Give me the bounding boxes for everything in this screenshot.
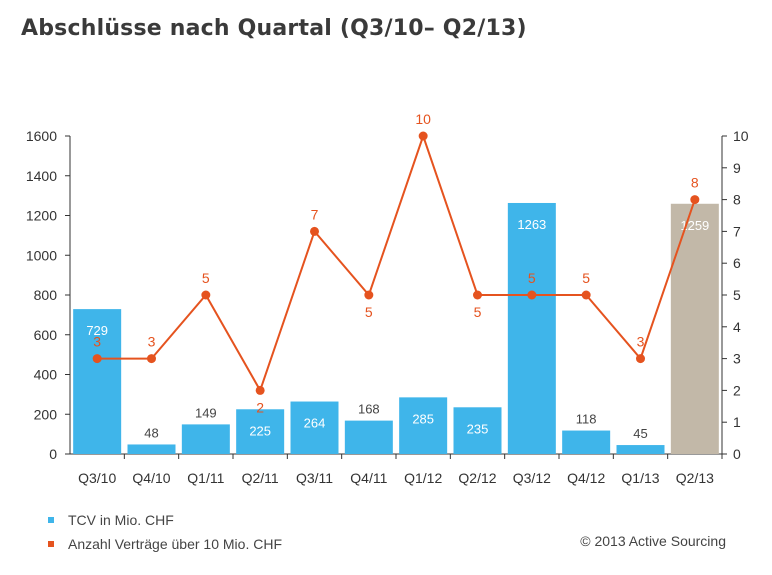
legend-swatch-bars [48, 517, 54, 523]
y-tick-label-right: 3 [733, 351, 741, 367]
bar-value-label: 729 [86, 323, 108, 338]
y-tick-label-left: 0 [49, 446, 57, 462]
x-tick-label: Q4/10 [132, 470, 170, 486]
bar-value-label: 264 [304, 416, 326, 431]
bar-value-label: 118 [576, 412, 597, 427]
y-tick-label-right: 8 [733, 192, 741, 208]
y-tick-label-left: 600 [34, 327, 58, 343]
line-value-label: 5 [582, 270, 590, 286]
bar [236, 409, 285, 454]
y-tick-label-left: 400 [34, 367, 58, 383]
bar [399, 397, 448, 454]
x-tick-label: Q1/13 [621, 470, 659, 486]
line-point [473, 290, 482, 300]
y-tick-label-left: 1200 [26, 208, 57, 224]
bar-value-label: 48 [144, 425, 158, 440]
bar [73, 309, 122, 454]
bar-value-label: 1263 [517, 217, 546, 232]
x-tick-label: Q1/12 [404, 470, 442, 486]
line-point [310, 226, 319, 236]
legend-label-bars: TCV in Mio. CHF [68, 512, 174, 528]
line-series [97, 132, 696, 393]
bar [670, 203, 719, 454]
x-tick-label: Q4/12 [567, 470, 605, 486]
bar [181, 424, 230, 454]
bar-value-label: 225 [249, 423, 271, 438]
x-tick-label: Q4/11 [350, 470, 387, 486]
line-point [255, 385, 265, 395]
line-point [364, 290, 374, 300]
line-point [636, 354, 645, 364]
y-tick-label-right: 2 [733, 382, 741, 398]
line-value-label: 3 [148, 334, 156, 350]
legend-swatch-line [48, 541, 54, 547]
bar [344, 420, 393, 454]
line-point [92, 354, 102, 364]
bar [290, 401, 339, 454]
line-value-label: 5 [202, 270, 210, 286]
line-point [418, 131, 428, 141]
legend-item-bars: TCV in Mio. CHF [48, 508, 282, 532]
line-value-label: 8 [691, 175, 699, 191]
line-value-label: 5 [365, 304, 373, 320]
legend-item-line: Anzahl Verträge über 10 Mio. CHF [48, 532, 282, 556]
bar-value-label: 149 [195, 405, 217, 420]
y-tick-label-right: 6 [733, 255, 741, 271]
legend-label-line: Anzahl Verträge über 10 Mio. CHF [68, 536, 282, 552]
y-tick-label-right: 5 [733, 287, 741, 303]
bar [127, 444, 176, 454]
bar [562, 430, 611, 454]
x-tick-label: Q2/13 [676, 470, 714, 486]
x-tick-label: Q1/11 [187, 470, 224, 486]
line-point [581, 290, 591, 300]
line-point [201, 290, 211, 300]
line-value-label: 3 [637, 334, 645, 350]
bar-value-label: 285 [412, 411, 434, 426]
y-tick-label-right: 1 [733, 414, 741, 430]
y-tick-label-right: 4 [733, 319, 741, 335]
y-tick-label-right: 0 [733, 446, 741, 462]
y-tick-label-right: 9 [733, 160, 741, 176]
x-tick-label: Q2/11 [242, 470, 279, 486]
bar [453, 407, 502, 454]
y-tick-label-left: 800 [34, 287, 58, 303]
y-tick-label-left: 1400 [26, 168, 57, 184]
y-tick-label-left: 1000 [26, 247, 57, 263]
bar [507, 202, 556, 454]
y-tick-label-left: 200 [34, 406, 58, 422]
chart-title: Abschlüsse nach Quartal (Q3/10– Q2/13) [21, 16, 527, 41]
line-point [527, 290, 537, 300]
y-tick-label-left: 1600 [26, 128, 57, 144]
line-value-label: 10 [415, 111, 431, 127]
bar-value-label: 235 [467, 421, 489, 436]
legend: TCV in Mio. CHF Anzahl Verträge über 10 … [48, 508, 282, 556]
x-tick-label: Q3/11 [296, 470, 333, 486]
line-value-label: 7 [311, 206, 319, 222]
x-tick-label: Q3/12 [513, 470, 551, 486]
line-value-label: 5 [528, 270, 536, 286]
x-tick-label: Q2/12 [458, 470, 496, 486]
copyright-note: © 2013 Active Sourcing [580, 533, 726, 549]
bar [616, 445, 665, 454]
y-tick-label-right: 10 [733, 128, 749, 144]
line-value-label: 3 [93, 334, 101, 350]
bar-value-label: 168 [358, 402, 380, 417]
y-tick-label-right: 7 [733, 223, 741, 239]
line-point [147, 354, 156, 364]
bar-value-label: 45 [633, 426, 647, 441]
line-value-label: 5 [474, 304, 482, 320]
line-value-label: 2 [256, 399, 264, 415]
line-point [690, 195, 700, 205]
x-tick-label: Q3/10 [78, 470, 116, 486]
